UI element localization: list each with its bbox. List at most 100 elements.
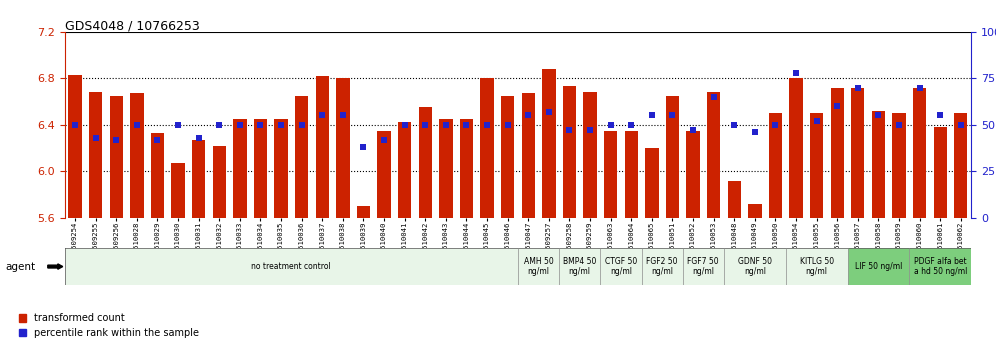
Bar bbox=[522, 93, 535, 218]
Bar bbox=[727, 181, 741, 218]
Point bbox=[643, 113, 659, 118]
Bar bbox=[233, 119, 247, 218]
Text: FGF7 50
ng/ml: FGF7 50 ng/ml bbox=[687, 257, 719, 276]
Point bbox=[232, 122, 248, 128]
Point bbox=[458, 122, 474, 128]
Point bbox=[685, 127, 701, 133]
Bar bbox=[645, 148, 658, 218]
Text: BMP4 50
ng/ml: BMP4 50 ng/ml bbox=[563, 257, 597, 276]
Bar bbox=[559, 248, 601, 285]
Bar bbox=[212, 146, 226, 218]
Text: PDGF alfa bet
a hd 50 ng/ml: PDGF alfa bet a hd 50 ng/ml bbox=[913, 257, 967, 276]
Bar bbox=[724, 248, 786, 285]
Bar bbox=[295, 96, 309, 218]
Point bbox=[603, 122, 619, 128]
Point bbox=[891, 122, 907, 128]
Bar bbox=[316, 76, 329, 218]
Point bbox=[252, 122, 268, 128]
Bar bbox=[933, 127, 947, 218]
Bar bbox=[69, 75, 82, 218]
Point bbox=[520, 113, 536, 118]
Bar bbox=[769, 113, 782, 218]
Point bbox=[211, 122, 227, 128]
Point bbox=[170, 122, 186, 128]
Text: agent: agent bbox=[5, 262, 35, 272]
Bar bbox=[336, 78, 350, 218]
Text: FGF2 50
ng/ml: FGF2 50 ng/ml bbox=[646, 257, 678, 276]
Point bbox=[335, 113, 351, 118]
Bar bbox=[480, 78, 494, 218]
Bar bbox=[110, 96, 123, 218]
Bar bbox=[624, 131, 637, 218]
Bar bbox=[398, 122, 411, 218]
Point bbox=[128, 122, 144, 128]
Bar bbox=[563, 86, 576, 218]
Bar bbox=[501, 96, 514, 218]
Bar bbox=[130, 93, 143, 218]
Point bbox=[315, 113, 331, 118]
Bar bbox=[748, 204, 762, 218]
Point bbox=[438, 122, 454, 128]
Point bbox=[582, 127, 598, 133]
Point bbox=[294, 122, 310, 128]
Point bbox=[747, 129, 763, 135]
Legend: transformed count, percentile rank within the sample: transformed count, percentile rank withi… bbox=[15, 309, 203, 342]
Text: CTGF 50
ng/ml: CTGF 50 ng/ml bbox=[605, 257, 637, 276]
Point bbox=[562, 127, 578, 133]
Bar bbox=[810, 113, 824, 218]
Bar bbox=[518, 248, 559, 285]
Bar bbox=[604, 131, 618, 218]
Bar bbox=[686, 131, 700, 218]
Bar bbox=[439, 119, 452, 218]
Point bbox=[830, 103, 846, 109]
Bar bbox=[542, 69, 556, 218]
Point bbox=[623, 122, 639, 128]
Point bbox=[396, 122, 412, 128]
Bar bbox=[789, 78, 803, 218]
Point bbox=[356, 144, 372, 150]
Bar bbox=[65, 248, 518, 285]
Bar bbox=[418, 107, 432, 218]
Text: GDS4048 / 10766253: GDS4048 / 10766253 bbox=[65, 19, 199, 33]
Bar bbox=[909, 248, 971, 285]
Text: GDNF 50
ng/ml: GDNF 50 ng/ml bbox=[738, 257, 772, 276]
Text: LIF 50 ng/ml: LIF 50 ng/ml bbox=[855, 262, 902, 271]
Point bbox=[911, 85, 927, 91]
Point bbox=[376, 137, 392, 143]
Bar bbox=[831, 88, 844, 218]
Point bbox=[788, 70, 804, 76]
Bar bbox=[601, 248, 641, 285]
Bar bbox=[584, 92, 597, 218]
Bar bbox=[682, 248, 724, 285]
Point bbox=[273, 122, 289, 128]
Bar bbox=[913, 88, 926, 218]
Point bbox=[417, 122, 433, 128]
Point bbox=[88, 135, 104, 141]
Bar bbox=[872, 111, 885, 218]
Point bbox=[768, 122, 784, 128]
Point bbox=[500, 122, 516, 128]
Point bbox=[705, 94, 721, 100]
Bar bbox=[848, 248, 909, 285]
Bar bbox=[89, 92, 103, 218]
Bar bbox=[274, 119, 288, 218]
Bar bbox=[852, 88, 865, 218]
Point bbox=[664, 113, 680, 118]
Text: no treatment control: no treatment control bbox=[251, 262, 332, 271]
Bar bbox=[892, 113, 905, 218]
Bar bbox=[192, 140, 205, 218]
Bar bbox=[150, 133, 164, 218]
Point bbox=[850, 85, 866, 91]
Point bbox=[190, 135, 206, 141]
Point bbox=[109, 137, 124, 143]
Bar bbox=[707, 92, 720, 218]
Point bbox=[479, 122, 495, 128]
Text: AMH 50
ng/ml: AMH 50 ng/ml bbox=[524, 257, 554, 276]
Bar bbox=[171, 163, 184, 218]
Text: KITLG 50
ng/ml: KITLG 50 ng/ml bbox=[800, 257, 834, 276]
Bar bbox=[641, 248, 682, 285]
Bar bbox=[954, 113, 967, 218]
Point bbox=[726, 122, 742, 128]
Bar bbox=[460, 119, 473, 218]
Bar bbox=[665, 96, 679, 218]
